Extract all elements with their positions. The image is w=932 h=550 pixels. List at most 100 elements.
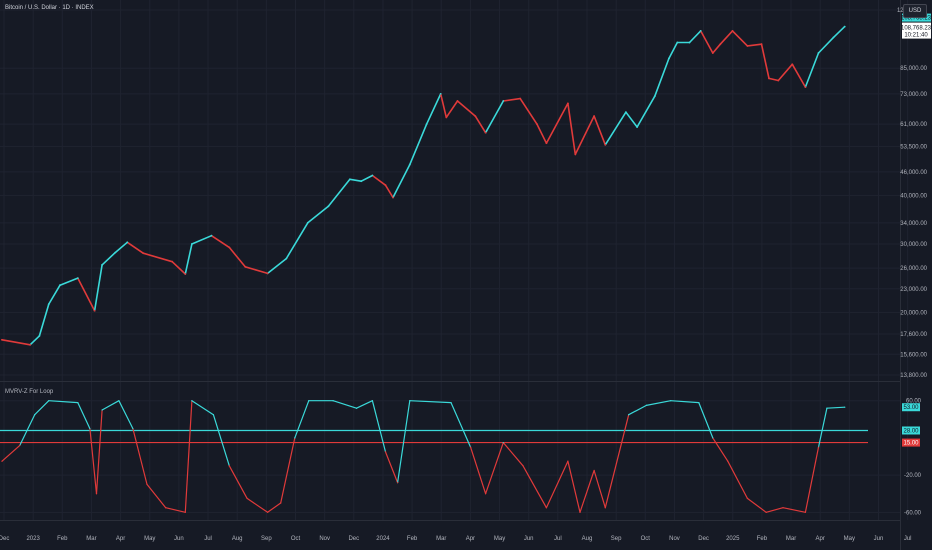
price-segment [746, 43, 763, 47]
price-segment [210, 234, 231, 249]
osc-tick-label: -20.00 [904, 473, 922, 479]
osc-segment [470, 446, 487, 495]
price-segment [545, 102, 569, 144]
osc-segment [698, 402, 714, 439]
price-segment [191, 234, 213, 245]
osc-point [628, 414, 630, 416]
time-tick-label: Oct [291, 536, 301, 542]
osc-point [844, 406, 846, 408]
osc-segment [670, 400, 700, 404]
osc-point [308, 400, 310, 402]
price-point [777, 79, 780, 82]
price-segment [1, 338, 31, 346]
price-point [536, 123, 538, 126]
time-tick-label: 2023 [26, 536, 40, 542]
price-point [392, 196, 394, 199]
osc-tick-label: 60.00 [906, 399, 922, 405]
price-time-badge [902, 22, 931, 39]
price-tick-label: 13,800.00 [900, 373, 927, 379]
currency-button[interactable]: USD [903, 4, 927, 18]
osc-point [409, 400, 411, 402]
time-tick-label: Oct [641, 536, 651, 542]
price-point [832, 36, 835, 39]
price-tick-label: 20,000.00 [900, 310, 927, 316]
time-tick-label: Mar [86, 536, 96, 542]
time-tick-label: Jun [174, 536, 184, 542]
osc-point [502, 442, 504, 444]
price-segment [688, 30, 702, 44]
price-point [47, 303, 50, 305]
time-tick-label: Jun [524, 536, 534, 542]
osc-value-label: 53.00 [903, 405, 919, 411]
price-segment [719, 30, 734, 46]
price-segment [47, 284, 61, 305]
price-point [636, 126, 638, 128]
time-tick-label: Apr [116, 536, 125, 542]
price-point [445, 116, 448, 119]
price-point [371, 174, 374, 177]
price-point [843, 25, 846, 28]
price-segment [791, 63, 807, 88]
price-segment [777, 63, 794, 82]
osc-segment [782, 507, 807, 513]
osc-point [165, 507, 167, 509]
price-segment [327, 178, 351, 208]
price-segment [804, 52, 820, 88]
price-point [360, 180, 363, 183]
price-segment [38, 303, 50, 337]
osc-point [34, 414, 36, 416]
osc-point [450, 402, 452, 404]
price-segment [360, 174, 374, 182]
time-tick-label: Mar [436, 536, 446, 542]
price-point [574, 153, 577, 156]
osc-point [604, 507, 606, 509]
price-point [29, 343, 31, 346]
osc-value-badge [902, 438, 920, 447]
price-point [676, 41, 679, 44]
osc-point [294, 437, 296, 439]
osc-segment [567, 460, 581, 513]
time-tick-label: Feb [57, 536, 68, 542]
osc-value-label: 28.00 [903, 428, 919, 434]
osc-point [384, 451, 387, 453]
symbol-title[interactable]: Bitcoin / U.S. Dollar · 1D · INDEX [5, 5, 94, 11]
time-tick-label: May [494, 536, 505, 542]
osc-point [332, 400, 334, 402]
osc-segment [34, 400, 50, 416]
osc-segment [593, 469, 606, 509]
price-segment [101, 251, 116, 266]
price-point [731, 30, 734, 32]
time-tick-label: Sep [611, 536, 622, 542]
price-segment [408, 123, 428, 166]
osc-point [826, 407, 828, 409]
price-point [349, 178, 351, 181]
osc-segment [485, 442, 504, 495]
price-point [306, 221, 309, 224]
price-badge-time: 10:21:40 [904, 33, 928, 39]
price-point [126, 241, 129, 244]
price-point [456, 100, 459, 102]
price-segment [604, 111, 627, 146]
osc-segment [165, 507, 186, 513]
osc-point [19, 444, 21, 446]
time-tick-label: Jun [874, 536, 884, 542]
osc-segment [746, 497, 767, 513]
price-point [791, 63, 794, 66]
time-tick-label: Dec [0, 536, 9, 542]
osc-segment [89, 428, 98, 495]
price-segment [126, 241, 144, 254]
osc-point [804, 511, 807, 513]
price-segment [425, 93, 442, 125]
price-segment [760, 43, 770, 80]
price-point [285, 257, 288, 260]
price-point [653, 95, 656, 98]
osc-segment [191, 400, 214, 416]
price-segment [77, 277, 96, 312]
price-point [114, 251, 117, 254]
time-tick-label: Feb [407, 536, 418, 542]
osc-point [670, 400, 672, 402]
osc-segment [246, 497, 269, 513]
indicator-title[interactable]: MVRV-Z For Loop [5, 389, 54, 395]
price-segment [244, 265, 269, 275]
